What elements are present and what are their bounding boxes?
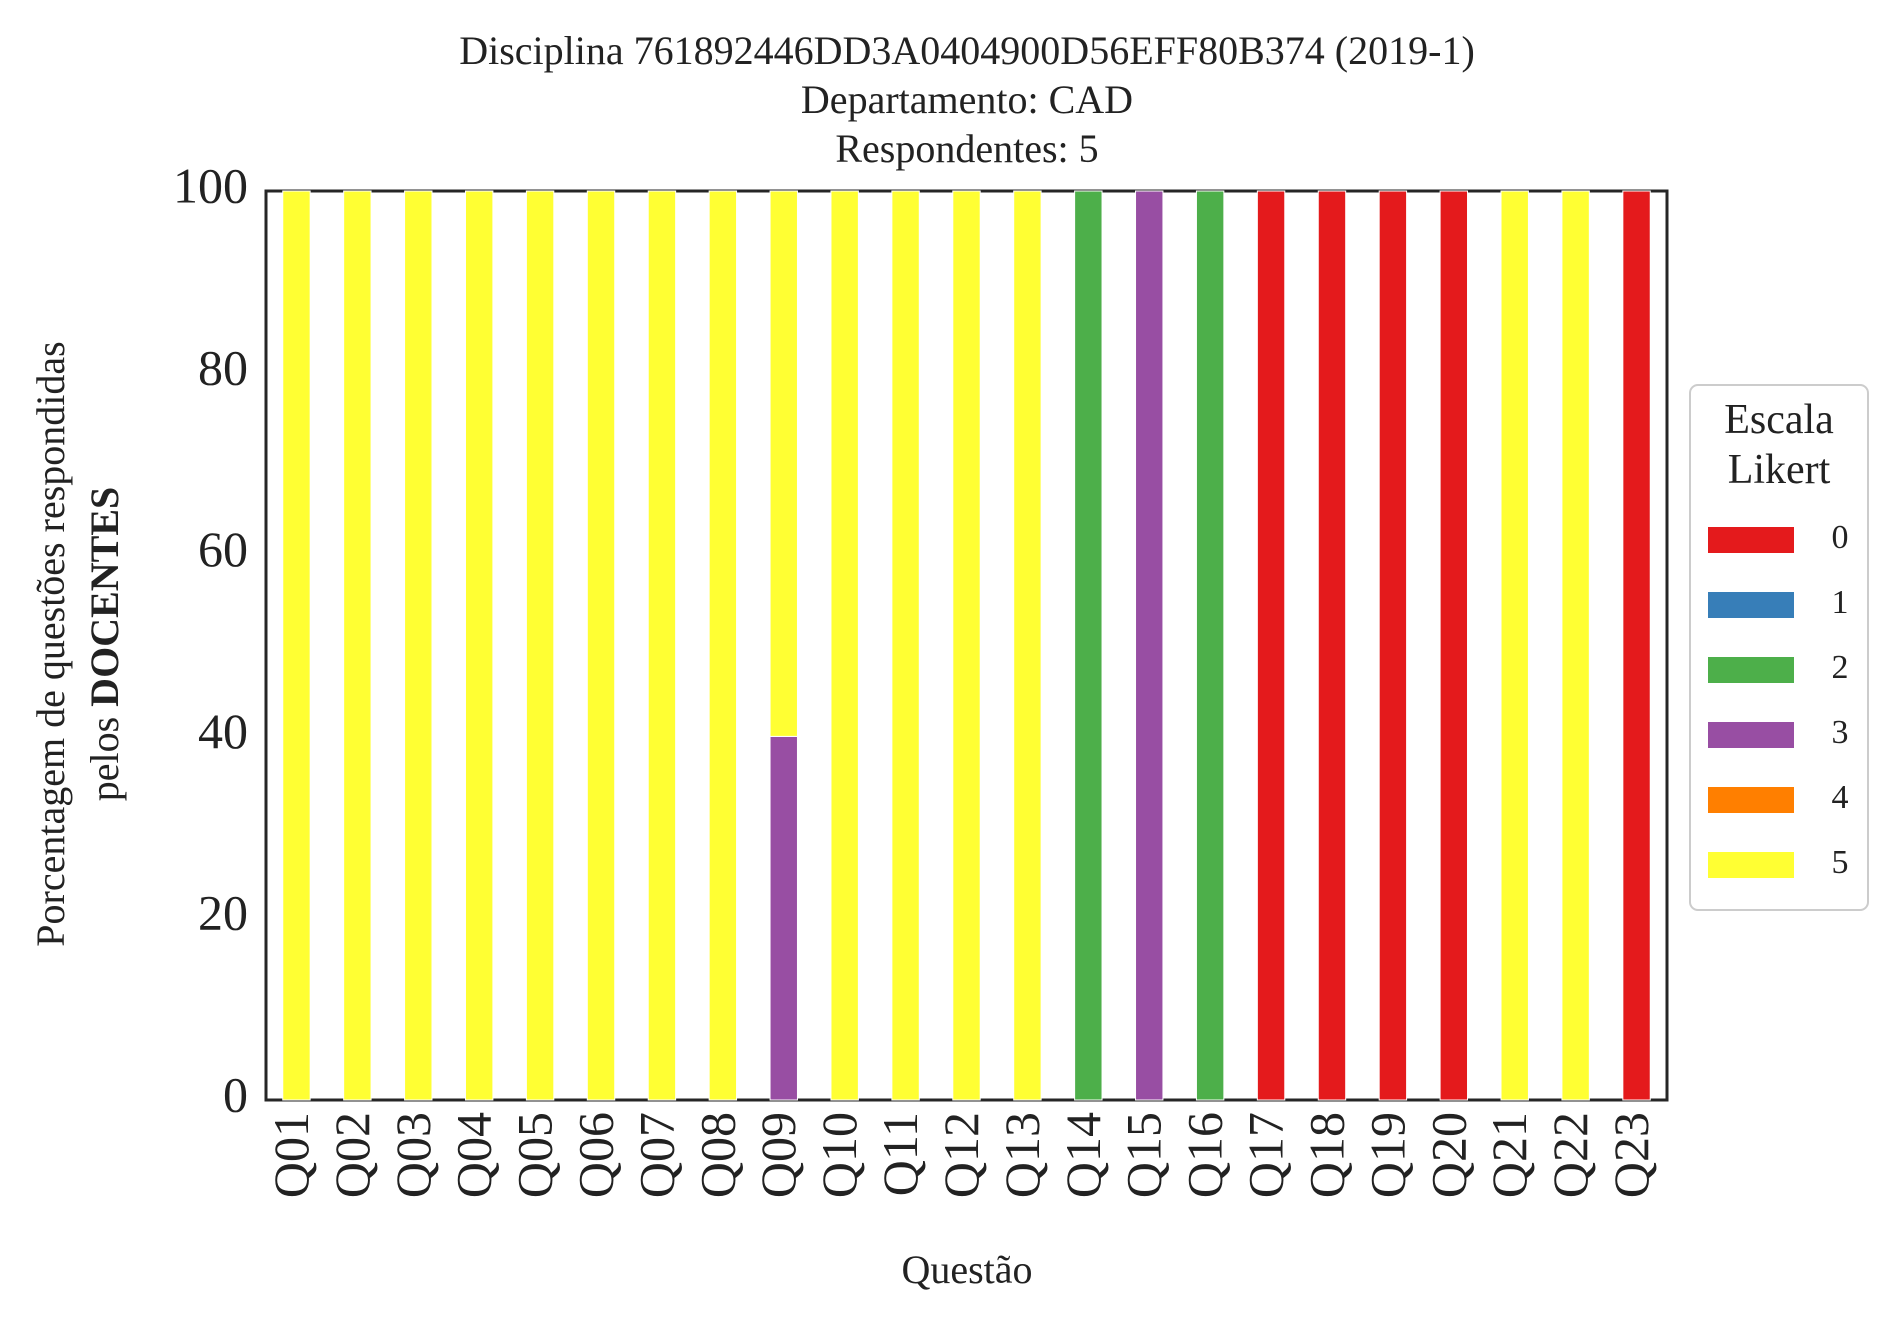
legend-swatch-0 [1708, 527, 1794, 553]
legend-frame [1689, 384, 1869, 911]
x-tick-label: Q04 [446, 1112, 502, 1198]
legend-swatch-4 [1708, 787, 1794, 813]
x-tick-label: Q19 [1359, 1112, 1415, 1198]
legend-swatch-1 [1708, 592, 1794, 618]
legend-label-0: 0 [1832, 519, 1849, 556]
y-tick-label: 60 [198, 521, 248, 577]
x-axis-label: Questão [901, 1247, 1032, 1292]
y-tick-label: 40 [198, 703, 248, 759]
x-tick-label: Q11 [872, 1112, 928, 1196]
bar-q06-scale-5 [586, 190, 616, 1101]
bar-q16-scale-2 [1195, 190, 1225, 1101]
legend-title-line-1: Escala [1724, 397, 1834, 443]
legend-label-1: 1 [1832, 584, 1849, 621]
x-tick-label: Q09 [750, 1112, 806, 1198]
bar-q10-scale-5 [830, 190, 859, 1101]
bar-q07-scale-5 [647, 190, 677, 1101]
bar-q09-scale-3 [769, 735, 798, 1101]
y-tick-label: 100 [173, 157, 248, 213]
bar-q17-scale-0 [1256, 190, 1286, 1101]
bar-q21-scale-5 [1500, 190, 1529, 1101]
bar-q03-scale-5 [404, 190, 433, 1101]
y-axis-label: Porcentagem de questões respondidas pelo… [28, 341, 127, 946]
bar-q04-scale-5 [464, 190, 494, 1101]
legend-items: 0 1 2 3 4 5 [1708, 519, 1849, 881]
legend: Escala Likert 0 1 2 3 4 5 [1689, 384, 1869, 911]
legend-label-2: 2 [1832, 649, 1849, 686]
x-tick-label: Q02 [324, 1112, 380, 1198]
bar-q15-scale-3 [1135, 190, 1164, 1101]
bar-q12-scale-5 [952, 190, 981, 1101]
y-axis-label-prefix: pelos [82, 707, 127, 801]
bar-q09-scale-5 [769, 190, 798, 737]
x-tick-label: Q10 [811, 1112, 867, 1198]
x-tick-label: Q12 [933, 1112, 989, 1198]
legend-label-3: 3 [1832, 714, 1849, 751]
y-axis-label-line-1: Porcentagem de questões respondidas [28, 341, 73, 946]
bar-q20-scale-0 [1439, 190, 1469, 1101]
legend-swatch-3 [1708, 722, 1794, 748]
bar-q01-scale-5 [282, 190, 311, 1101]
x-tick-label: Q01 [263, 1112, 319, 1198]
bar-q23-scale-0 [1622, 190, 1651, 1101]
x-tick-label: Q22 [1542, 1112, 1598, 1198]
chart-title-line-3: Respondentes: 5 [835, 126, 1098, 171]
bars-group [282, 190, 1651, 1101]
chart-title-line-2: Departamento: CAD [801, 77, 1133, 122]
legend-swatch-2 [1708, 657, 1794, 683]
bar-q19-scale-0 [1378, 190, 1408, 1101]
legend-label-4: 4 [1832, 779, 1849, 816]
y-axis-label-emphasis: DOCENTES [82, 487, 127, 707]
y-ticks: 0 20 40 60 80 100 [173, 157, 248, 1122]
x-tick-label: Q05 [507, 1112, 563, 1198]
x-ticks: Q01 Q02 Q03 Q04 Q05 Q06 Q07 Q08 Q09 Q10 Q11 Q12 Q13 Q… [263, 1112, 1659, 1198]
x-tick-label: Q17 [1238, 1112, 1294, 1198]
bar-q05-scale-5 [525, 190, 555, 1101]
x-tick-label: Q13 [994, 1112, 1050, 1198]
x-tick-label: Q14 [1055, 1112, 1111, 1198]
bar-q13-scale-5 [1013, 190, 1042, 1101]
bar-q18-scale-0 [1317, 190, 1347, 1101]
x-tick-label: Q23 [1603, 1112, 1659, 1198]
x-tick-label: Q15 [1116, 1112, 1172, 1198]
bar-q02-scale-5 [343, 190, 372, 1101]
bar-q14-scale-2 [1074, 190, 1103, 1101]
y-tick-label: 0 [223, 1066, 248, 1122]
x-tick-label: Q20 [1420, 1112, 1476, 1198]
x-tick-label: Q03 [385, 1112, 441, 1198]
y-axis-label-line-2: pelos DOCENTES [82, 487, 127, 802]
chart-title-line-1: Disciplina 761892446DD3A0404900D56EFF80B… [459, 28, 1475, 73]
bar-q22-scale-5 [1561, 190, 1590, 1101]
x-tick-label: Q07 [628, 1112, 684, 1198]
legend-label-5: 5 [1832, 844, 1849, 881]
bar-q08-scale-5 [708, 190, 738, 1101]
legend-title-line-2: Likert [1728, 447, 1831, 493]
x-tick-label: Q06 [567, 1112, 623, 1198]
y-tick-label: 20 [198, 885, 248, 941]
y-tick-label: 80 [198, 339, 248, 395]
x-tick-label: Q16 [1177, 1112, 1233, 1198]
bar-q11-scale-5 [891, 190, 920, 1101]
legend-swatch-5 [1708, 852, 1794, 878]
x-tick-label: Q08 [689, 1112, 745, 1198]
x-tick-label: Q21 [1481, 1112, 1537, 1198]
x-tick-label: Q18 [1298, 1112, 1354, 1198]
